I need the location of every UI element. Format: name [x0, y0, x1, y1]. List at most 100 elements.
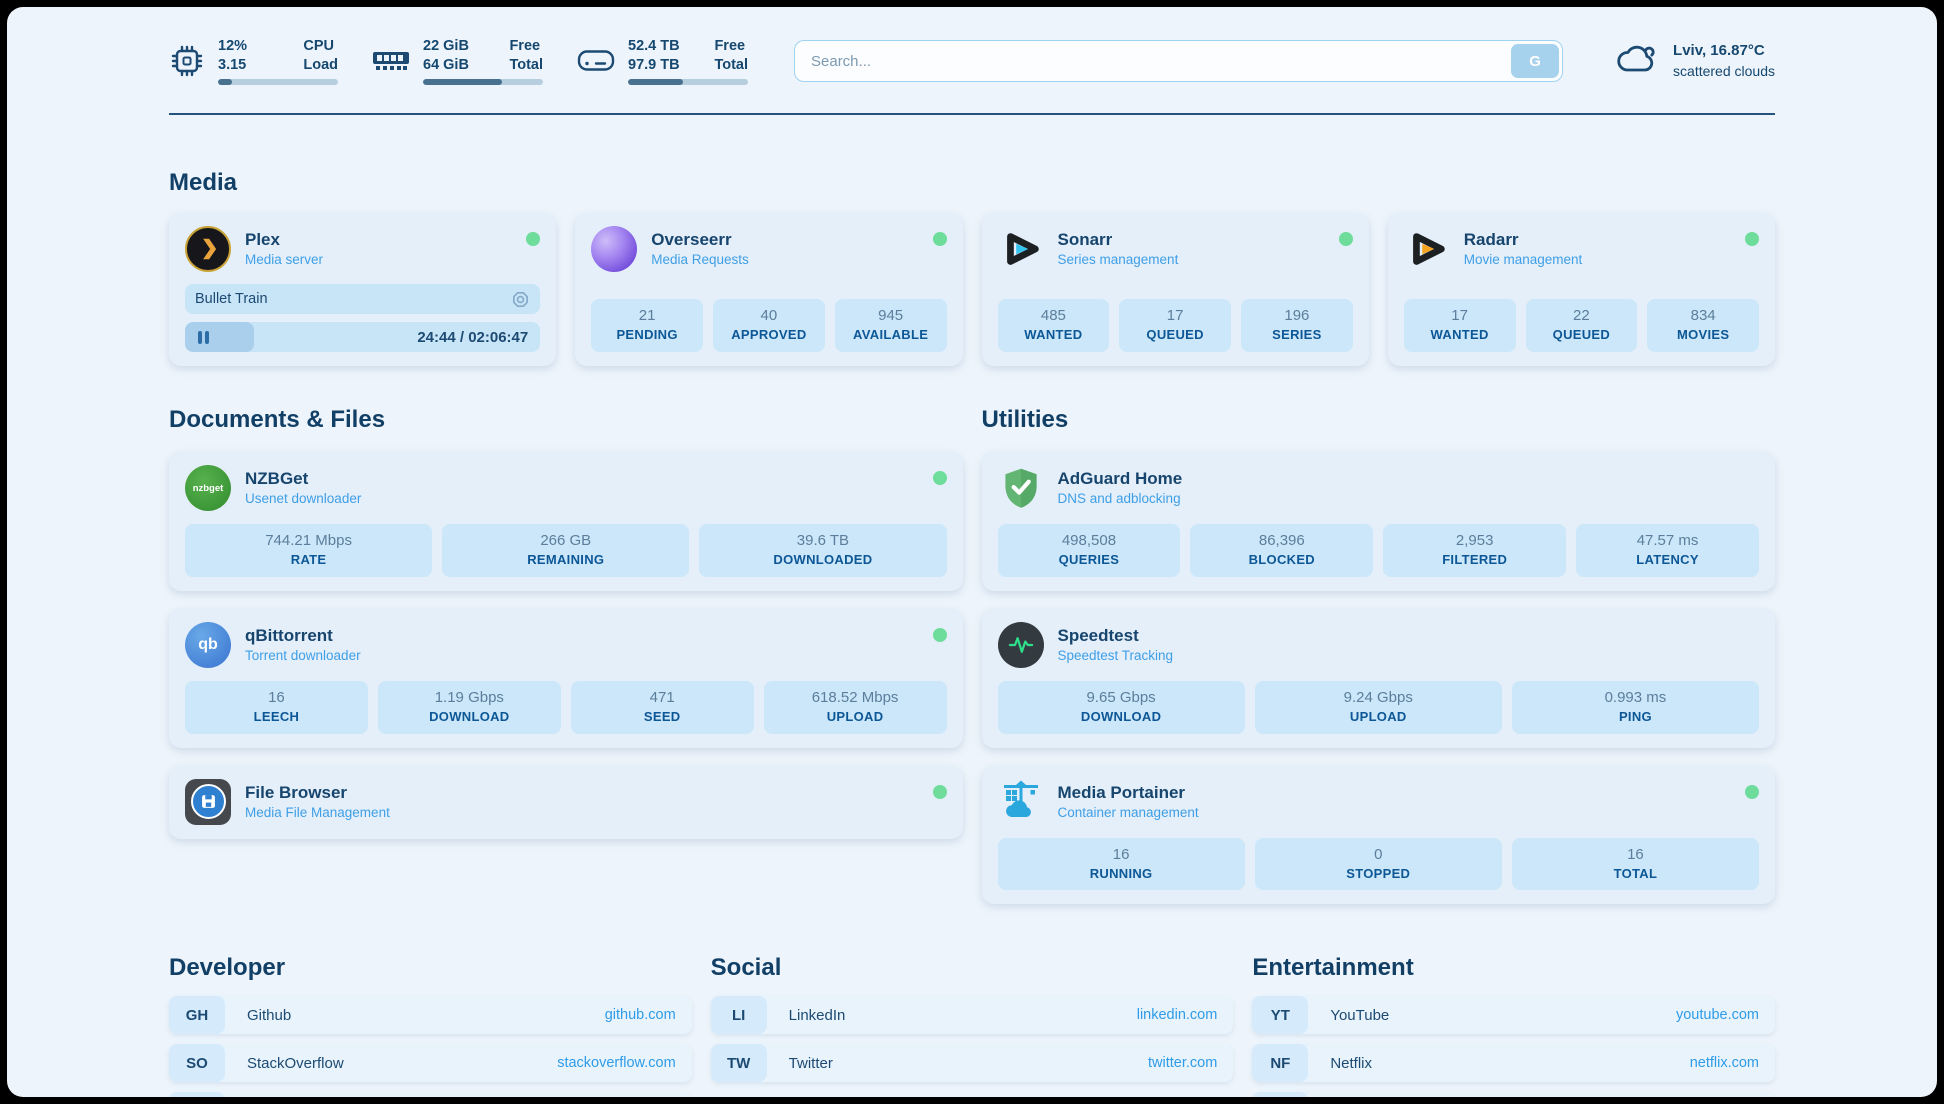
stat-blocked: 86,396 BLOCKED [1190, 524, 1374, 577]
playback-progress-fill [185, 322, 255, 352]
stat-upload: 9.24 Gbps UPLOAD [1254, 680, 1502, 734]
link-abbr-badge: TW [710, 1044, 767, 1083]
radarr-icon [1404, 226, 1450, 272]
app-card-filebrowser[interactable]: File Browser Media File Management [169, 765, 963, 839]
pause-icon[interactable] [198, 330, 209, 344]
app-card-plex[interactable]: Plex Media server Bullet Train [169, 213, 557, 366]
status-dot [1745, 784, 1759, 799]
ram-free-value: 22 GiB [423, 37, 469, 54]
portainer-icon [998, 779, 1044, 825]
stat-movies: 834 MOVIES [1647, 299, 1759, 352]
app-card-adguard[interactable]: AdGuard Home DNS and adblocking 498,508 Q… [981, 452, 1775, 591]
link-name: LinkedIn [788, 1006, 846, 1024]
ram-widget: 22 GiB 64 GiB Free Total [372, 37, 543, 86]
filebrowser-icon [185, 778, 231, 825]
cpu-load-label: Load [303, 56, 338, 73]
link-url: netflix.com [1689, 1055, 1759, 1072]
playback-time: 24:44 / 02:06:47 [417, 328, 529, 346]
section-title-utilities: Utilities [981, 406, 1069, 433]
link-reddit[interactable]: RE Reddit reddit.com [1252, 1092, 1775, 1097]
link-url: github.com [604, 1007, 676, 1024]
link-github[interactable]: GH Github github.com [169, 996, 692, 1035]
stat-download: 9.65 Gbps DOWNLOAD [997, 680, 1245, 734]
app-card-speedtest[interactable]: Speedtest Speedtest Tracking 9.65 Gbps DO… [981, 608, 1775, 748]
status-dot [932, 784, 947, 799]
link-name: StackOverflow [247, 1054, 344, 1072]
app-card-sonarr[interactable]: Sonarr Series management 485 WANTED 17 QUE… [981, 213, 1369, 366]
dashboard-frame: 12% 3.15 CPU Load [7, 7, 1937, 1097]
stat-queued: 22 QUEUED [1525, 299, 1638, 352]
stat-upload: 618.52 Mbps UPLOAD [763, 680, 947, 734]
disk-icon [577, 48, 615, 74]
app-desc: Container management [1057, 804, 1199, 820]
stat-leech: 16 LEECH [185, 680, 368, 734]
cpu-usage-value: 12% [218, 37, 248, 54]
hardware-widgets: 12% 3.15 CPU Load [169, 37, 748, 86]
plex-icon [185, 226, 231, 272]
app-desc: Media File Management [245, 804, 390, 820]
disk-progress-fill [628, 79, 684, 86]
link-twitter[interactable]: TW Twitter twitter.com [710, 1044, 1234, 1083]
app-desc: Media Requests [651, 252, 749, 268]
link-url: stackoverflow.com [557, 1055, 676, 1072]
cpu-load-widget: 12% 3.15 CPU Load [169, 37, 338, 86]
ram-total-value: 64 GiB [423, 56, 469, 73]
cpu-progress-track [218, 79, 338, 86]
link-linkedin[interactable]: LI LinkedIn linkedin.com [710, 996, 1234, 1035]
ram-free-label: Free [509, 37, 541, 54]
link-name: YouTube [1330, 1006, 1390, 1024]
ram-progress-fill [423, 79, 503, 86]
link-netflix[interactable]: NF Netflix netflix.com [1252, 1044, 1775, 1083]
link-name: Twitter [788, 1054, 833, 1072]
stat-seed: 471 SEED [570, 680, 754, 734]
ram-progress-track [423, 79, 543, 86]
link-youtube[interactable]: YT YouTube youtube.com [1252, 996, 1775, 1035]
now-playing-row: Bullet Train [185, 284, 541, 314]
speedtest-icon [997, 621, 1044, 668]
status-dot [1745, 232, 1759, 246]
top-bar: 12% 3.15 CPU Load [169, 33, 1775, 89]
overseerr-icon [591, 226, 638, 272]
link-url: linkedin.com [1136, 1007, 1218, 1024]
disk-free-label: Free [714, 37, 746, 54]
link-dev[interactable]: DT DEV dev.to [169, 1092, 692, 1097]
weather-widget: Lviv, 16.87°C scattered clouds [1615, 41, 1775, 80]
cpu-label: CPU [303, 37, 334, 54]
now-playing-title: Bullet Train [195, 291, 268, 307]
search-input[interactable] [794, 40, 1564, 82]
app-desc: Media server [245, 252, 324, 268]
link-name: Netflix [1330, 1054, 1373, 1072]
link-abbr-badge: RE [1252, 1092, 1309, 1097]
app-card-qbittorrent[interactable]: qb qBittorrent Torrent downloader 16 LEEC… [169, 608, 963, 748]
app-name: qBittorrent [245, 625, 333, 645]
disk-progress-track [628, 79, 748, 86]
status-dot [1338, 232, 1353, 246]
link-abbr-badge: DT [169, 1092, 225, 1097]
search-engine-button[interactable]: G [1511, 44, 1560, 78]
section-title-documents: Documents & Files [169, 406, 386, 433]
app-card-radarr[interactable]: Radarr Movie management 17 WANTED 22 QUEUE… [1387, 213, 1775, 366]
stat-filtered: 2,953 FILTERED [1383, 524, 1567, 577]
section-title-social: Social [710, 954, 782, 982]
disk-free-value: 52.4 TB [628, 37, 680, 54]
app-desc: Speedtest Tracking [1057, 648, 1174, 664]
stat-running: 16 RUNNING [997, 837, 1245, 891]
stat-download: 1.19 Gbps DOWNLOAD [377, 680, 561, 734]
header-divider [169, 113, 1775, 115]
app-name: Sonarr [1057, 230, 1113, 250]
qbittorrent-icon: qb [185, 621, 231, 668]
stat-series: 196 SERIES [1241, 299, 1353, 352]
app-card-nzbget[interactable]: nzbget NZBGet Usenet downloader 744.21 M… [169, 452, 963, 591]
cpu-progress-fill [218, 79, 233, 86]
link-abbr-badge: NF [1252, 1044, 1309, 1083]
app-card-portainer[interactable]: Media Portainer Container management 16 R… [981, 765, 1775, 905]
app-card-overseerr[interactable]: Overseerr Media Requests 21 PENDING 40 APP… [575, 213, 963, 366]
cpu-load-value: 3.15 [218, 56, 247, 73]
section-title-entertainment: Entertainment [1252, 954, 1414, 982]
weather-condition: scattered clouds [1673, 62, 1775, 79]
search-bar: G [794, 40, 1564, 82]
gear-icon[interactable] [511, 290, 530, 309]
app-name: AdGuard Home [1057, 469, 1183, 489]
ram-total-label: Total [509, 56, 543, 73]
link-stackoverflow[interactable]: SO StackOverflow stackoverflow.com [169, 1044, 692, 1083]
